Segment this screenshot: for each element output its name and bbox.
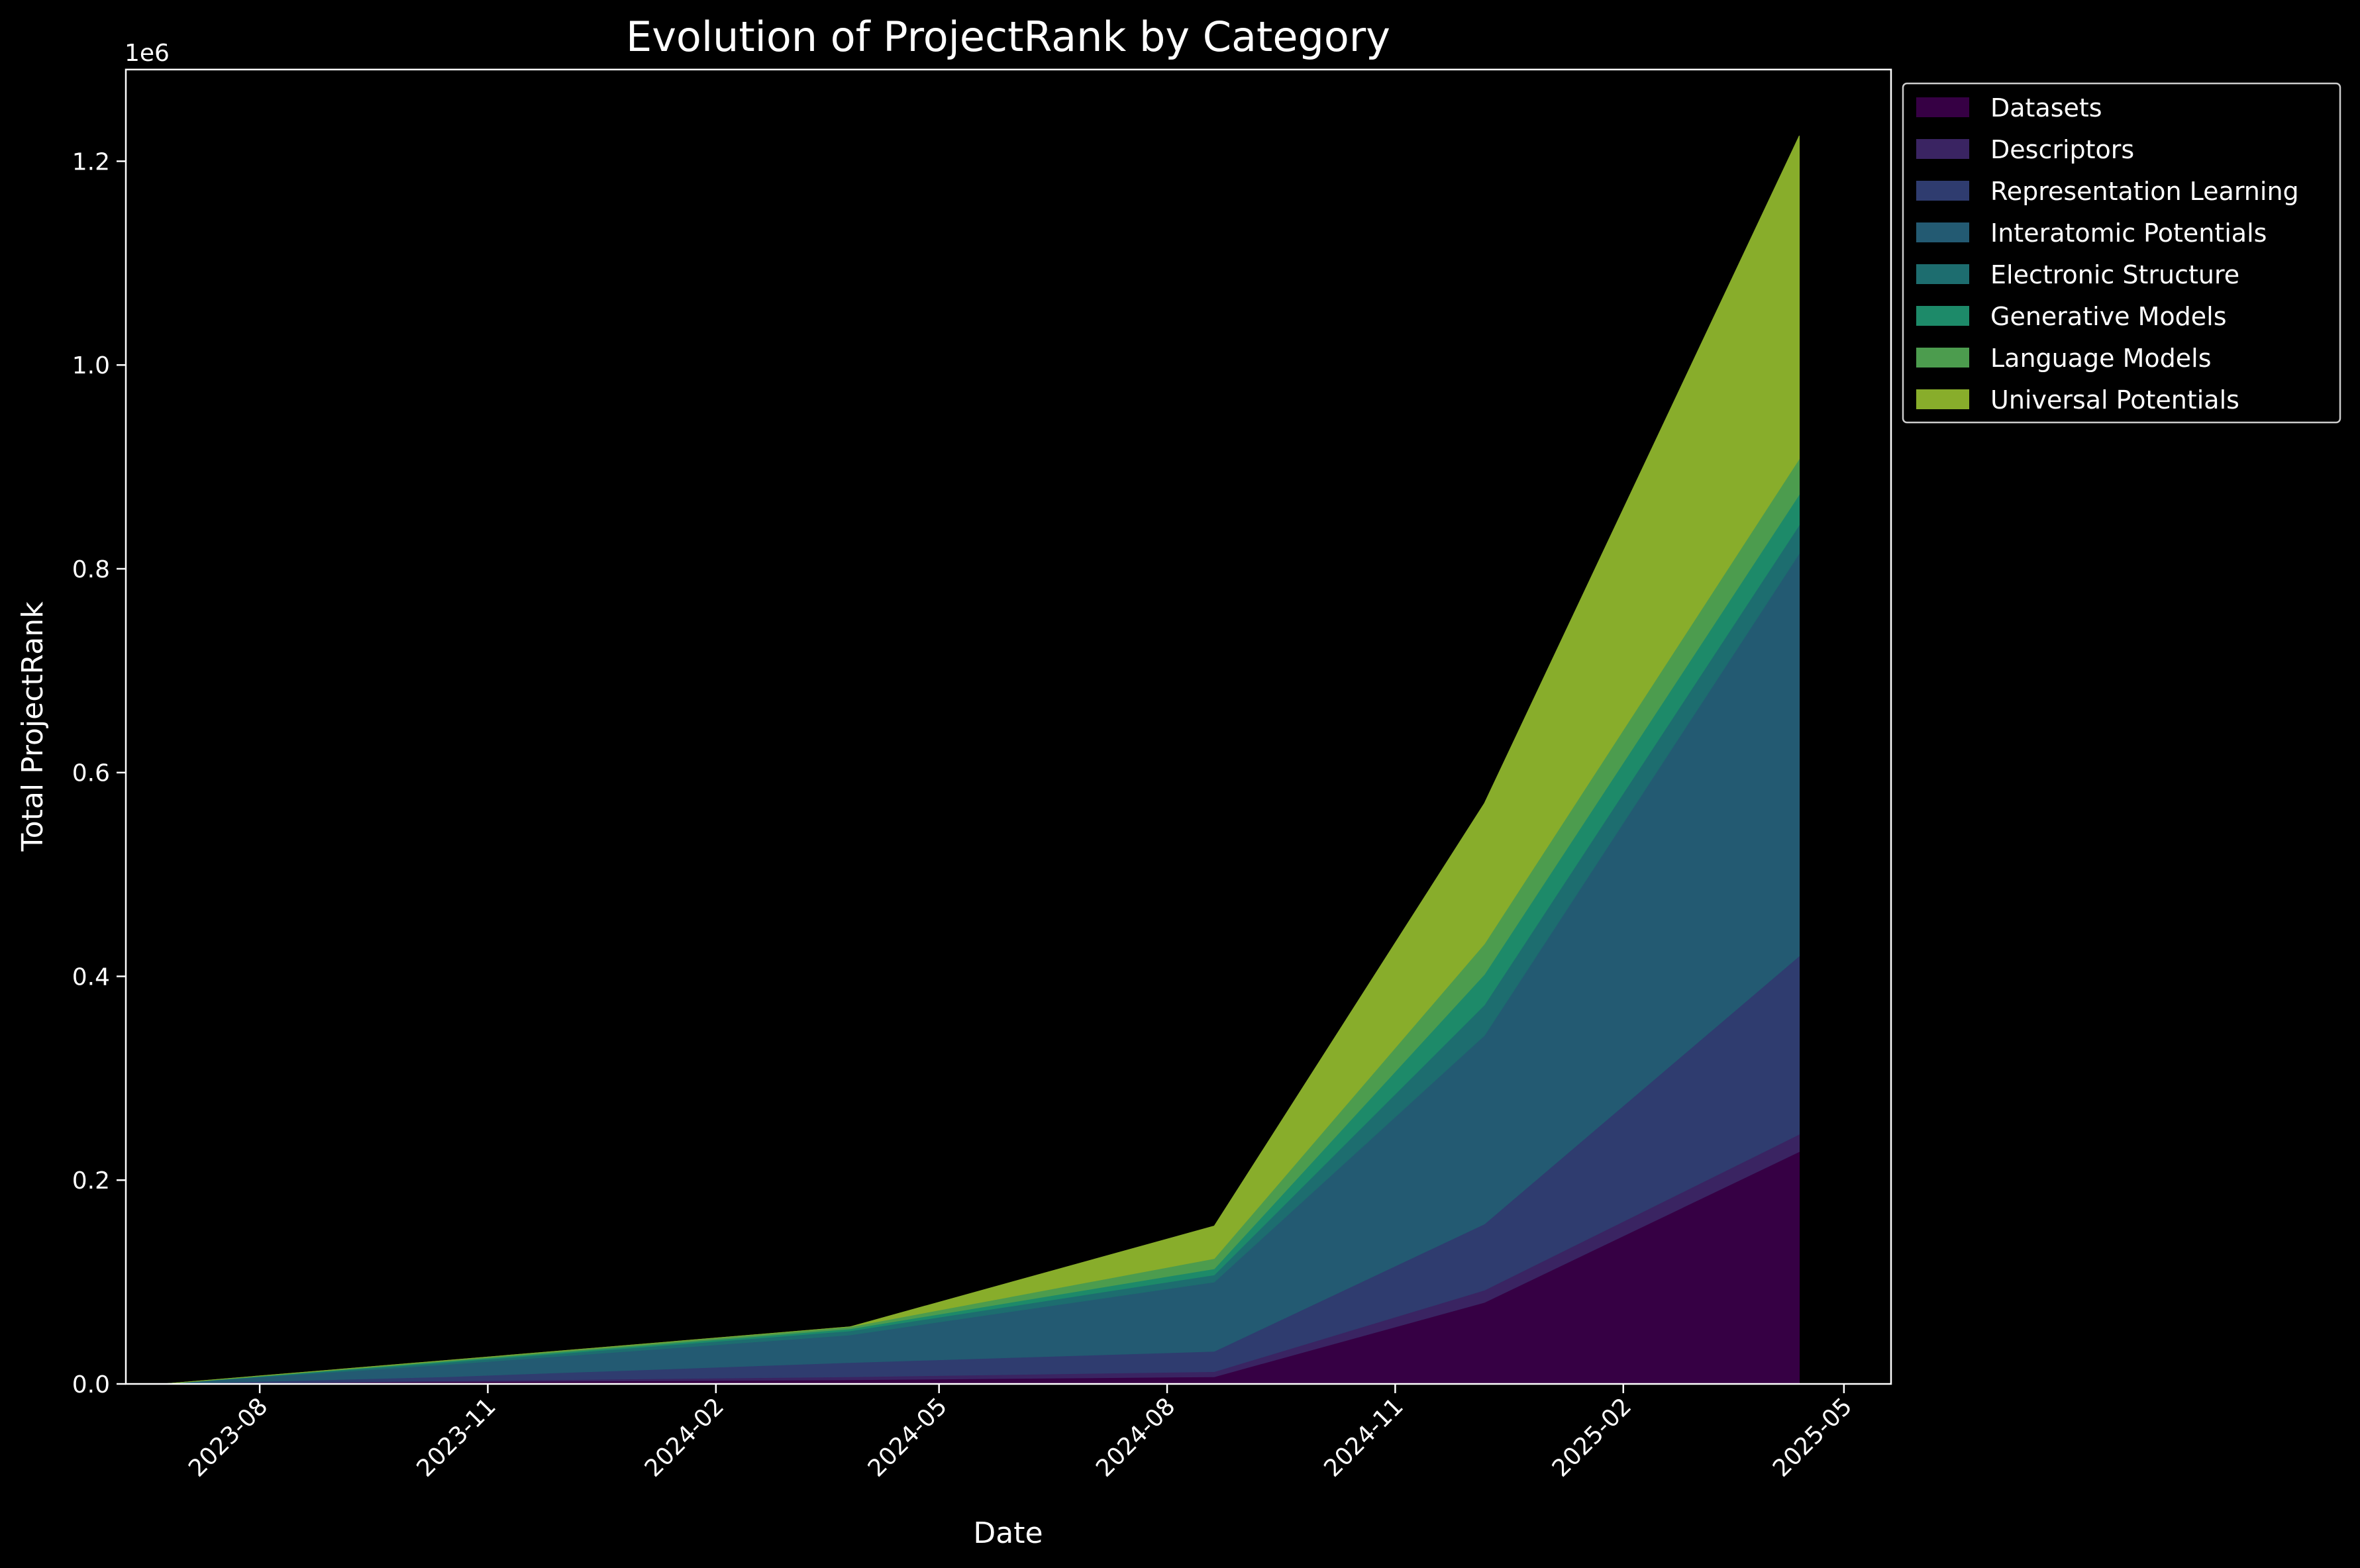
legend-label: Language Models (1990, 344, 2212, 373)
y-axis-ticks: 0.0 0.2 0.4 0.6 0.8 1.0 1.2 (72, 148, 126, 1398)
legend-label: Descriptors (1990, 135, 2134, 164)
legend-swatch (1916, 348, 1969, 368)
y-axis-label: Total ProjectRank (16, 601, 50, 852)
y-axis-offset-label: 1e6 (125, 40, 170, 67)
legend-swatch (1916, 389, 1969, 409)
legend-label: Representation Learning (1990, 177, 2299, 206)
legend-label: Generative Models (1990, 302, 2227, 331)
x-axis-label: Date (973, 1516, 1043, 1550)
legend-label: Universal Potentials (1990, 385, 2239, 415)
legend-label: Interatomic Potentials (1990, 219, 2267, 248)
y-tick-label: 1.2 (72, 148, 110, 175)
y-tick-label: 0.8 (72, 556, 110, 583)
legend-swatch (1916, 139, 1969, 159)
legend: Datasets Descriptors Representation Learni… (1902, 82, 2341, 424)
plot-frame (125, 68, 1892, 1385)
legend-label: Datasets (1990, 93, 2102, 122)
legend-swatch (1916, 264, 1969, 284)
area-universal-potentials (163, 135, 1800, 1385)
area-layer (163, 135, 1800, 1385)
legend-swatch (1916, 306, 1969, 326)
legend-label: Electronic Structure (1990, 260, 2239, 289)
y-tick-label: 1.0 (72, 352, 110, 379)
legend-frame (1902, 82, 2341, 424)
legend-swatch (1916, 181, 1969, 201)
legend-swatch (1916, 97, 1969, 117)
y-tick-label: 0.2 (72, 1167, 110, 1195)
y-tick-label: 0.0 (72, 1371, 110, 1398)
y-tick-label: 0.4 (72, 963, 110, 991)
legend-swatch (1916, 222, 1969, 242)
chart-title: Evolution of ProjectRank by Category (626, 13, 1390, 61)
y-tick-label: 0.6 (72, 760, 110, 787)
